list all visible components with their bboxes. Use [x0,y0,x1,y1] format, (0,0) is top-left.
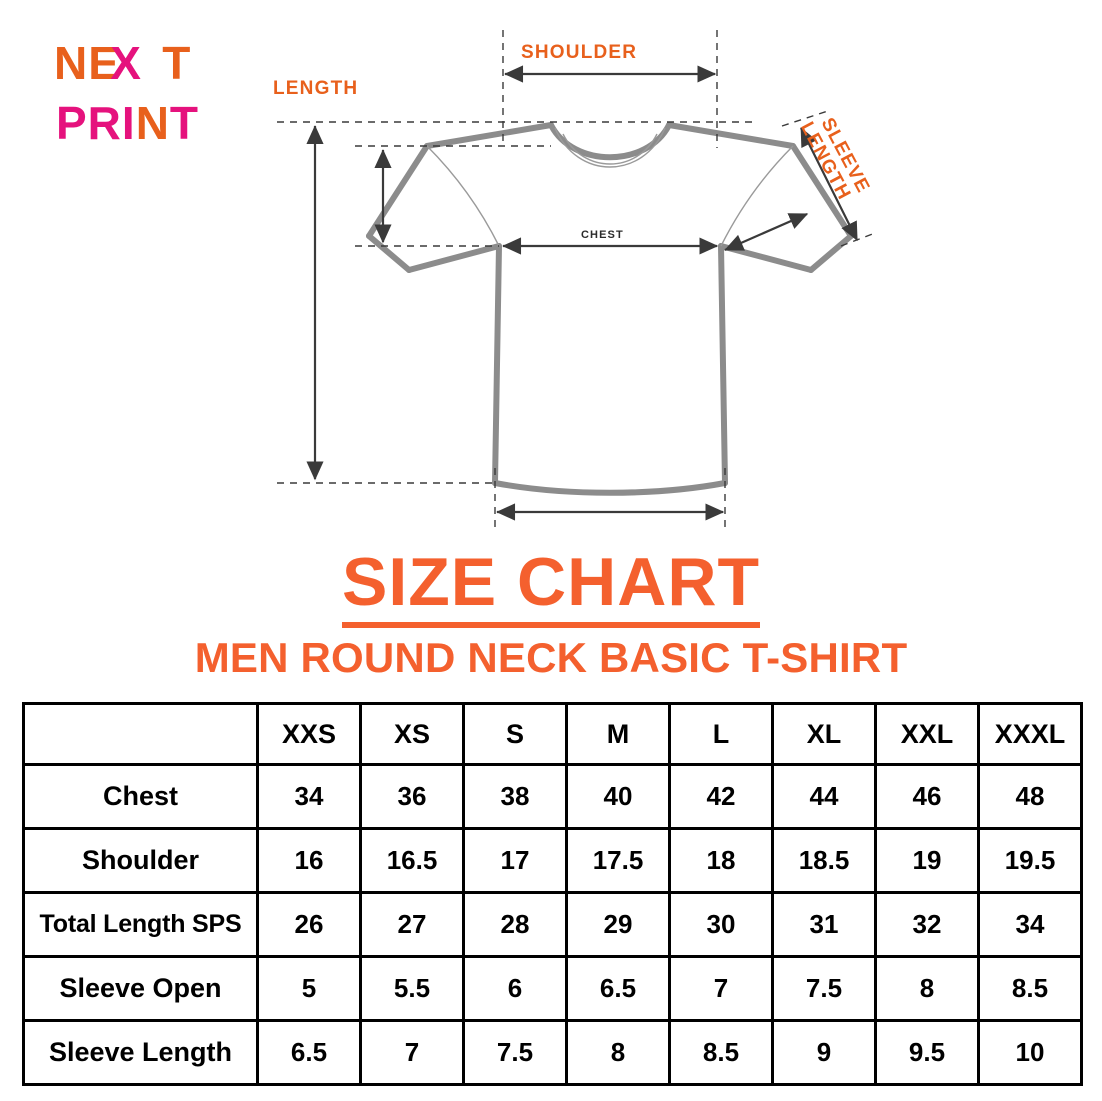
cell-total-length-s: 28 [462,891,568,958]
page-title: SIZE CHART [0,548,1102,628]
logo-letter-t: T [162,37,192,89]
logo-letter-e: E [88,37,120,89]
size-chart-table: XXS XS S M L XL XXL XXXL Chest 34 36 38 … [22,702,1083,1086]
cell-sleeve-length-m: 8 [565,1019,671,1086]
cell-sleeve-open-xxl: 8 [874,955,980,1022]
cell-sleeve-length-xs: 7 [359,1019,465,1086]
sleeve-length-dimension-arrow [800,127,858,242]
cell-total-length-xxxl: 34 [977,891,1083,958]
row-label-shoulder: Shoulder [22,827,259,894]
cell-sleeve-open-xxs: 5 [256,955,362,1022]
cell-sleeve-open-l: 7 [668,955,774,1022]
cell-shoulder-xs: 16.5 [359,827,465,894]
sleeve-open-dimension-arrow [724,212,809,252]
cell-shoulder-xxs: 16 [256,827,362,894]
cell-shoulder-xl: 18.5 [771,827,877,894]
cell-total-length-l: 30 [668,891,774,958]
cell-chest-xxl: 46 [874,763,980,830]
tshirt-technical-drawing: LENGTH SHOULDER SLEEVE LENGTH CHEST [255,18,875,548]
label-sleeve-length: SLEEVE LENGTH [796,114,874,203]
cell-sleeve-open-m: 6.5 [565,955,671,1022]
table-header-size-s: S [462,702,568,766]
cell-sleeve-open-xl: 7.5 [771,955,877,1022]
table-header-size-xxl: XXL [874,702,980,766]
table-header-size-l: L [668,702,774,766]
row-label-total-length-sps: Total Length SPS [22,891,259,958]
cell-chest-m: 40 [565,763,671,830]
page-title-text: SIZE CHART [342,548,760,628]
cell-shoulder-m: 17.5 [565,827,671,894]
cell-chest-s: 38 [462,763,568,830]
logo-letter-x: X [110,37,142,89]
logo-letters-pri: PRI [56,97,136,149]
cell-chest-xxs: 34 [256,763,362,830]
cell-sleeve-length-xl: 9 [771,1019,877,1086]
cell-sleeve-open-xxxl: 8.5 [977,955,1083,1022]
tshirt-outline [366,122,854,496]
table-row: Sleeve Open 5 5.5 6 6.5 7 7.5 8 8.5 [22,955,1083,1022]
label-chest: CHEST [581,229,624,241]
construction-guides [277,30,875,528]
cell-sleeve-length-xxxl: 10 [977,1019,1083,1086]
table-row: Shoulder 16 16.5 17 17.5 18 18.5 19 19.5 [22,827,1083,894]
cell-shoulder-xxl: 19 [874,827,980,894]
table-row: Sleeve Length 6.5 7 7.5 8 8.5 9 9.5 10 [22,1019,1083,1086]
cell-sleeve-open-s: 6 [462,955,568,1022]
logo-letter-n: N [54,37,89,89]
table-header-size-m: M [565,702,671,766]
cell-total-length-xxs: 26 [256,891,362,958]
table-header-row: XXS XS S M L XL XXL XXXL [22,702,1083,766]
tshirt-inner-details [426,127,794,247]
logo-letter-n2: N [135,97,170,149]
table-header-size-xxs: XXS [256,702,362,766]
cell-total-length-xxl: 32 [874,891,980,958]
table-body: Chest 34 36 38 40 42 44 46 48 Shoulder 1… [22,763,1083,1086]
table-row: Total Length SPS 26 27 28 29 30 31 32 34 [22,891,1083,958]
logo-letter-t2: T [169,97,200,149]
cell-sleeve-length-s: 7.5 [462,1019,568,1086]
cell-shoulder-s: 17 [462,827,568,894]
dimension-arrows [306,65,858,521]
label-length: LENGTH [273,78,358,99]
cell-sleeve-length-l: 8.5 [668,1019,774,1086]
cell-sleeve-length-xxl: 9.5 [874,1019,980,1086]
cell-sleeve-open-xs: 5.5 [359,955,465,1022]
cell-chest-l: 42 [668,763,774,830]
logo-text-print: PRINT [56,100,282,146]
table-header-size-xl: XL [771,702,877,766]
cell-chest-xxxl: 48 [977,763,1083,830]
cell-total-length-xs: 27 [359,891,465,958]
table-header-size-xxxl: XXXL [977,702,1083,766]
table-header-size-xs: XS [359,702,465,766]
cell-total-length-m: 29 [565,891,671,958]
row-label-chest: Chest [22,763,259,830]
row-label-sleeve-length: Sleeve Length [22,1019,259,1086]
cell-chest-xl: 44 [771,763,877,830]
cell-total-length-xl: 31 [771,891,877,958]
cell-shoulder-l: 18 [668,827,774,894]
cell-chest-xs: 36 [359,763,465,830]
cell-shoulder-xxxl: 19.5 [977,827,1083,894]
table-header: XXS XS S M L XL XXL XXXL [22,702,1083,766]
page-subtitle: MEN ROUND NECK BASIC T-SHIRT [194,634,908,681]
table-row: Chest 34 36 38 40 42 44 46 48 [22,763,1083,830]
table-corner-cell [22,702,259,766]
label-shoulder: SHOULDER [521,42,637,63]
row-label-sleeve-open: Sleeve Open [22,955,259,1022]
cell-sleeve-length-xxs: 6.5 [256,1019,362,1086]
